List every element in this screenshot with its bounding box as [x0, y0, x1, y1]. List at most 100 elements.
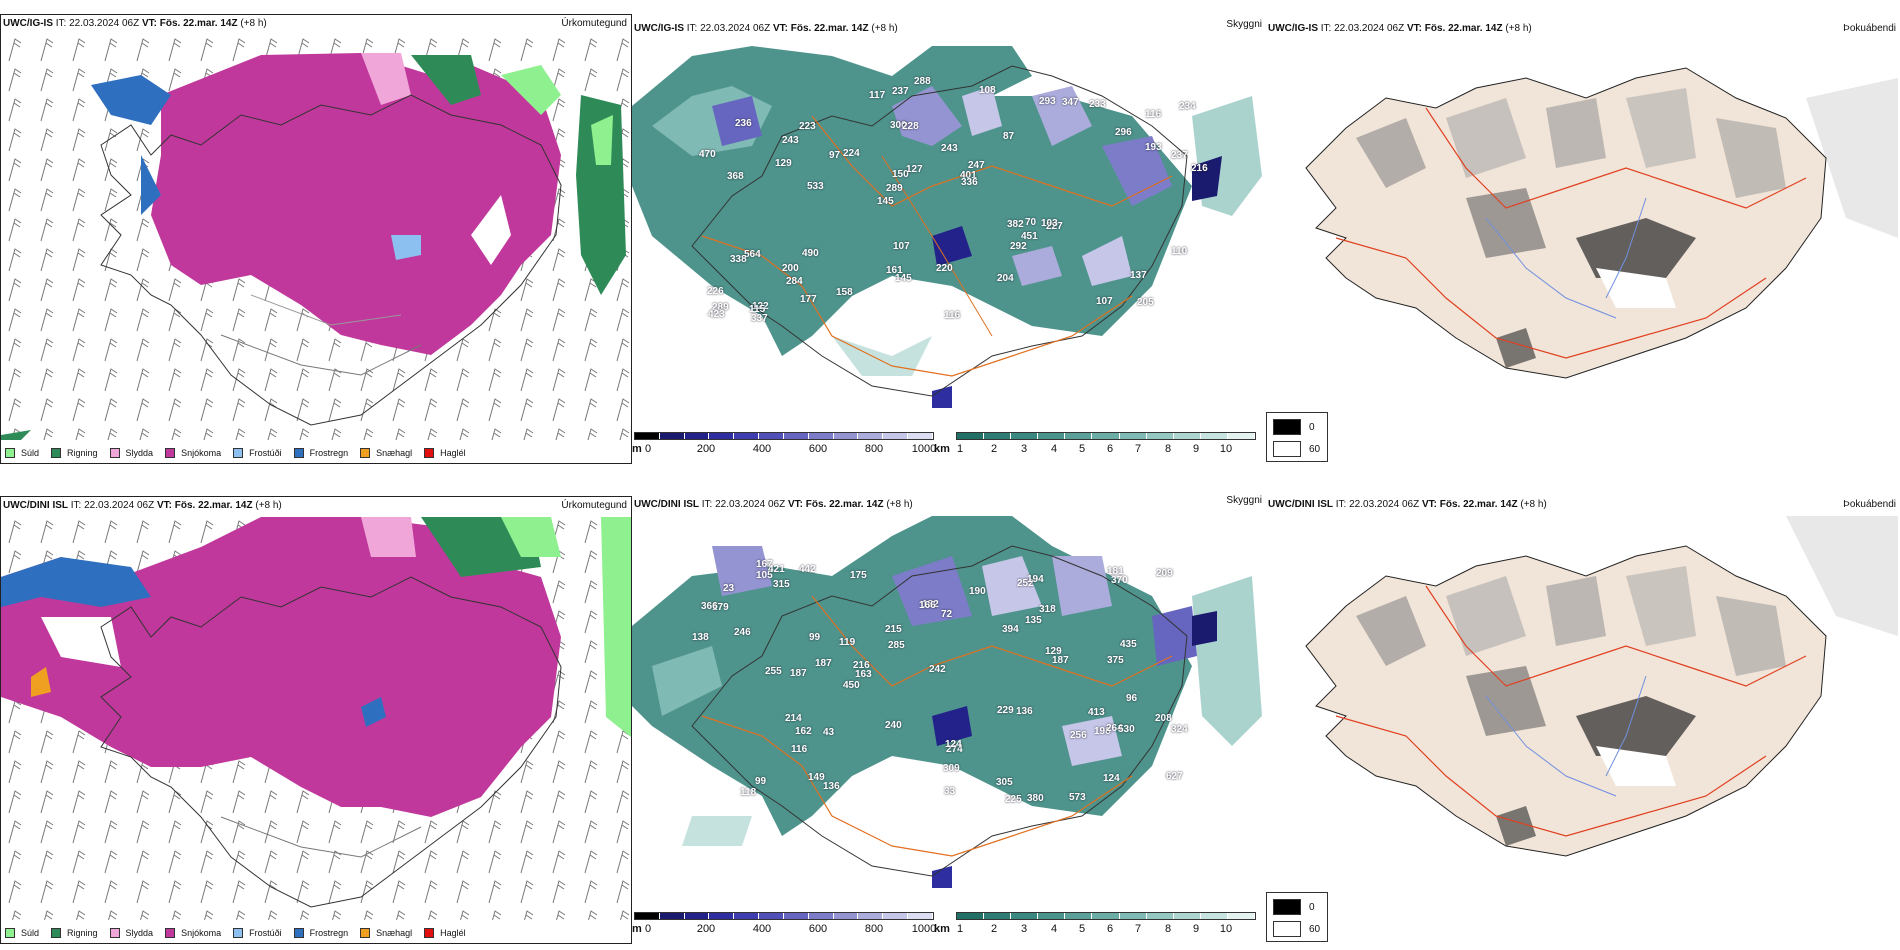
colorbar-cell: [659, 913, 685, 919]
cloudbase-value-label: 243: [941, 143, 958, 154]
colorbar-cell: [684, 433, 710, 439]
colorbar-cell: [783, 433, 809, 439]
lead-time: (+8 h): [1505, 23, 1532, 34]
fog-legend-top: 0 60: [1266, 412, 1328, 462]
colorbar-cell: [883, 433, 909, 439]
vt-label: VT:: [787, 499, 803, 510]
visibility-tick: 6: [1106, 923, 1114, 935]
cloudbase-value-label: 194: [1027, 574, 1044, 585]
colorbar-cell: [1038, 913, 1066, 919]
cloudbase-value-label: 401: [960, 170, 977, 181]
fog-map: [1266, 516, 1898, 886]
it-label: IT:: [1335, 499, 1347, 510]
panel-header: UWC/IG-IS IT: 22.03.2024 06Z VT: Fös. 22…: [634, 22, 1264, 36]
colorbar-cell: [858, 913, 884, 919]
swatch-slydda: [109, 448, 120, 458]
visibility-tick: 4: [1050, 443, 1058, 455]
visibility-tick: 9: [1192, 923, 1200, 935]
colorbar-cell: [709, 913, 735, 919]
fog-swatch-0: [1273, 419, 1301, 435]
panel-title-row: Þokuábendi: [1266, 22, 1898, 36]
cloudbase-value-label: 375: [1107, 655, 1124, 666]
cloudbase-value-label: 225: [1005, 794, 1022, 805]
legend-label: Frostregn: [309, 928, 349, 938]
cloudbase-value-label: 187: [1052, 655, 1069, 666]
legend-label: Slydda: [125, 928, 154, 938]
panel-title: Þokuábendi: [1843, 23, 1896, 34]
cloudbase-value-label: 490: [802, 248, 819, 259]
visibility-tick: 2: [990, 923, 998, 935]
model-name: UWC/IG-IS: [1268, 23, 1318, 34]
visibility-map-graphic: [632, 516, 1262, 906]
lead-time: (+8 h): [1520, 499, 1547, 510]
cloudbase-value-label: 530: [1118, 724, 1135, 735]
cloudbase-value-label: 215: [885, 624, 902, 635]
fog-legend-bottom: 0 60: [1266, 892, 1328, 942]
cloudbase-value-label: 135: [1025, 615, 1042, 626]
legend-label: Slydda: [125, 448, 154, 458]
panel-header: UWC/IG-IS IT: 22.03.2024 06Z VT: Fös. 22…: [1268, 22, 1900, 36]
lead-time: (+8 h): [871, 23, 898, 34]
visibility-unit: km: [934, 923, 950, 935]
legend-item-haglel: Haglél: [424, 925, 466, 941]
panel-title-row: Skyggni: [632, 494, 1262, 508]
cloudbase-tick: 600: [808, 923, 828, 935]
cloudbase-value-label: 255: [765, 666, 782, 677]
colorbar-cell: [858, 433, 884, 439]
panel-title-row: Þokuábendi: [1266, 498, 1898, 512]
cloudbase-value-label: 107: [1096, 296, 1113, 307]
visibility-tick: 9: [1192, 443, 1200, 455]
legend-item-rigning: Rigning: [51, 445, 98, 461]
panel-title: Úrkomutegund: [561, 500, 627, 511]
cloudbase-value-label: 200: [782, 263, 799, 274]
cloudbase-value-label: 228: [902, 121, 919, 132]
cloudbase-value-label: 205: [1137, 297, 1154, 308]
colorbar-cell: [1011, 433, 1039, 439]
cloudbase-value-label: 119: [839, 637, 856, 648]
cloudbase-value-label: 136: [1016, 706, 1033, 717]
cloudbase-value-label: 167: [756, 559, 773, 570]
legend-label: Snjókoma: [181, 928, 222, 938]
it-value: 22.03.2024 06Z: [1349, 499, 1420, 510]
precip-legend: Súld Rigning Slydda Snjókoma Frostúði Fr…: [5, 925, 478, 941]
legend-item-sudd: Súld: [5, 445, 39, 461]
cloudbase-value-label: 533: [807, 181, 824, 192]
cloudbase-tick: 200: [696, 443, 716, 455]
vt-value: Fös. 22.mar. 14Z: [805, 499, 884, 510]
vt-label: VT:: [1421, 499, 1437, 510]
vt-value: Fös. 22.mar. 14Z: [1424, 23, 1503, 34]
visibility-tick: 8: [1164, 923, 1172, 935]
colorbar-cell: [734, 913, 760, 919]
fog-legend-item: 60: [1273, 441, 1320, 457]
cloudbase-tick: 400: [752, 923, 772, 935]
legend-label: Rigning: [67, 448, 98, 458]
cloudbase-value-label: 107: [893, 241, 910, 252]
legend-item-rigning: Rigning: [51, 925, 98, 941]
cloudbase-value-label: 150: [892, 169, 909, 180]
colorbar-cell: [957, 433, 985, 439]
cloudbase-value-label: 252: [1017, 578, 1034, 589]
cloudbase-value-label: 99: [809, 632, 821, 643]
visibility-tick: 4: [1050, 923, 1058, 935]
it-value: 22.03.2024 06Z: [715, 499, 786, 510]
cloudbase-value-label: 23: [723, 583, 735, 594]
cloudbase-value-label: 338: [730, 254, 747, 265]
cloudbase-value-label: 442: [799, 564, 816, 575]
cloudbase-value-label: 115: [749, 304, 766, 315]
cloudbase-value-label: 145: [877, 196, 894, 207]
cloudbase-value-label: 103: [1041, 218, 1058, 229]
fog-legend-value: 60: [1309, 923, 1321, 935]
vt-label: VT:: [156, 500, 172, 511]
visibility-colorbar: km 1 2 3 4 5 6 7 8 9 10: [934, 432, 1256, 462]
swatch-slydda: [109, 928, 120, 938]
legend-label: Frostregn: [309, 448, 349, 458]
vt-value: Fös. 22.mar. 14Z: [159, 18, 238, 29]
colorbar-cell: [833, 433, 859, 439]
visibility-tick: 2: [990, 443, 998, 455]
panel-title: Skyggni: [1226, 495, 1262, 506]
cloudbase-tick: 800: [864, 923, 884, 935]
legend-label: Frostúði: [249, 928, 282, 938]
cloudbase-value-label: 223: [799, 121, 816, 132]
vt-value: Fös. 22.mar. 14Z: [1439, 499, 1518, 510]
cloudbase-value-label: 209: [1156, 568, 1173, 579]
